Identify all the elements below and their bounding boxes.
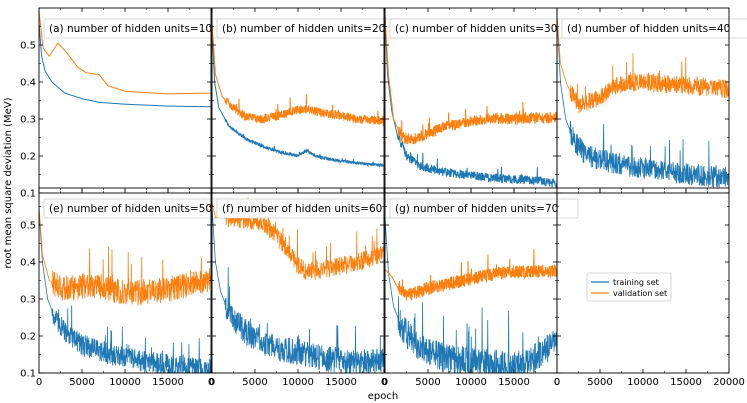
- x-tick-label: 10000: [282, 377, 314, 388]
- panel-6: (f) number of hidden units=60 0 5000 10000 1…: [209, 187, 406, 388]
- y-tick-label: 0.1: [20, 369, 36, 380]
- series-line-training: [39, 210, 211, 373]
- x-tick-label: 0: [208, 377, 214, 388]
- x-tick-label: 10000: [109, 377, 141, 388]
- x-tick-label: 0: [554, 377, 560, 388]
- y-tick-label: 0.5: [20, 41, 36, 52]
- series-line-validation: [39, 206, 211, 306]
- x-tick-label: 10000: [627, 377, 659, 388]
- panel-title-box: (e) number of hidden units=50: [43, 198, 233, 219]
- y-tick-label: 0.3: [20, 295, 36, 306]
- panel-title-box: (b) number of hidden units=20: [216, 18, 406, 39]
- series-line-training: [385, 217, 557, 373]
- panel-3: (c) number of hidden units=30: [384, 7, 579, 194]
- series-line-validation: [385, 15, 557, 145]
- y-axis-label: root mean square deviation (MeV): [3, 97, 14, 268]
- x-tick-label: 0: [382, 377, 388, 388]
- panel-8: training set validation set 0 5000 10000 1500…: [554, 187, 745, 388]
- panel-1: (a) number of hidden units=10 0.1 0.2 0.3 0.…: [20, 7, 233, 200]
- x-tick-label: 15000: [325, 377, 357, 388]
- y-tick-label: 0.4: [20, 258, 36, 269]
- y-tick-label: 0.4: [20, 78, 36, 89]
- x-tick-label: 5000: [415, 377, 440, 388]
- x-tick-label: 0: [381, 377, 387, 388]
- y-tick-label: 0.1: [20, 189, 36, 200]
- series-line-validation: [39, 11, 211, 95]
- panel-title: (f) number of hidden units=60: [222, 203, 382, 215]
- panel-2: (b) number of hidden units=20: [211, 7, 406, 194]
- x-tick-label: 5000: [242, 377, 267, 388]
- panel-title-box: (d) number of hidden units=40: [561, 18, 747, 39]
- panel-title: (a) number of hidden units=10: [49, 23, 212, 35]
- panel-title-box: (a) number of hidden units=10: [43, 18, 233, 39]
- legend-label: training set: [613, 278, 659, 287]
- x-tick-label: 0: [36, 377, 42, 388]
- y-tick-label: 0.3: [20, 115, 36, 126]
- x-tick-label: 0: [554, 377, 560, 388]
- panel-7: (g) number of hidden units=70 0 5000 10000 1…: [382, 187, 579, 388]
- x-axis-label: epoch: [368, 391, 398, 402]
- panel-title: (g) number of hidden units=70: [395, 203, 558, 215]
- panel-grid: (a) number of hidden units=10 0.1 0.2 0.3 0.…: [20, 7, 747, 388]
- panel-title-box: (g) number of hidden units=70: [389, 198, 579, 219]
- y-tick-label: 0.2: [20, 152, 36, 163]
- series-line-validation: [212, 22, 384, 127]
- legend-label: validation set: [613, 289, 667, 298]
- legend: training set validation set: [586, 272, 672, 302]
- series-line-validation: [557, 15, 729, 114]
- series-line-training: [557, 15, 729, 189]
- x-tick-label: 0: [209, 377, 215, 388]
- series-line-validation: [385, 248, 557, 301]
- panel-title: (b) number of hidden units=20: [222, 23, 385, 35]
- panel-title-box: (f) number of hidden units=60: [216, 198, 406, 219]
- x-tick-label: 10000: [455, 377, 487, 388]
- x-tick-label: 20000: [713, 377, 745, 388]
- series-line-training: [212, 26, 384, 169]
- x-tick-label: 5000: [69, 377, 94, 388]
- panel-title: (c) number of hidden units=30: [395, 23, 557, 35]
- x-tick-label: 5000: [587, 377, 612, 388]
- panel-title-box: (c) number of hidden units=30: [389, 18, 579, 39]
- x-tick-label: 15000: [152, 377, 184, 388]
- x-tick-label: 15000: [498, 377, 530, 388]
- series-line-training: [39, 22, 211, 108]
- y-tick-label: 0.5: [20, 221, 36, 232]
- y-tick-label: 0.2: [20, 332, 36, 343]
- panel-5: (e) number of hidden units=50 0.1 0.2 0.3 0.…: [20, 187, 233, 388]
- series-line-training: [385, 15, 557, 189]
- panel-title: (d) number of hidden units=40: [567, 23, 730, 35]
- series-line-training: [212, 206, 384, 373]
- panel-title: (e) number of hidden units=50: [49, 203, 212, 215]
- panel-4: (d) number of hidden units=40: [556, 7, 747, 194]
- x-tick-label: 15000: [670, 377, 702, 388]
